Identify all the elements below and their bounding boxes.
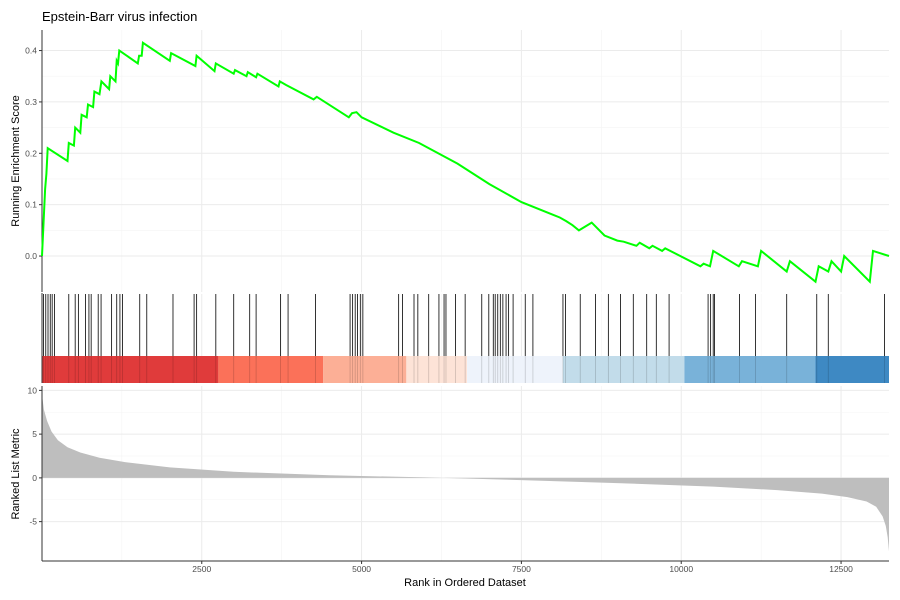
enrichment-y-tick-label: 0.4 — [25, 46, 37, 56]
x-tick-label: 12500 — [829, 564, 853, 574]
enrichment-panel: 0.0 0.1 0.2 0.3 0.4 Running Enrichment Score — [10, 30, 890, 292]
x-axis-label: Rank in Ordered Dataset — [404, 577, 526, 589]
ranked-metric-panel: -5 0 5 10 2500 5000 7500 10000 12500 Ranked Lis… — [10, 385, 889, 589]
ranked-metric-y-tick-label: 5 — [32, 429, 37, 439]
ranked-metric-y-axis-label: Ranked List Metric — [10, 428, 22, 520]
enrichment-y-tick-label: 0.2 — [25, 148, 37, 158]
chart-title: Epstein-Barr virus infection — [42, 9, 197, 24]
x-tick-label: 5000 — [352, 564, 371, 574]
enrichment-y-axis-label: Running Enrichment Score — [10, 95, 22, 226]
enrichment-y-tick-label: 0.0 — [25, 251, 37, 261]
enrichment-grid — [42, 30, 889, 292]
rank-color-segment — [815, 356, 889, 383]
x-tick-label: 2500 — [192, 564, 211, 574]
ranked-metric-area — [42, 394, 889, 552]
gene-hits-panel — [41, 293, 889, 383]
ranked-metric-y-tick-label: 0 — [32, 473, 37, 483]
rank-color-segment — [467, 356, 563, 383]
ranked-metric-y-axis: -5 0 5 10 — [28, 385, 43, 561]
gene-hits-grid — [121, 294, 842, 356]
enrichment-y-tick-label: 0.1 — [25, 200, 37, 210]
rank-color-segment — [218, 356, 324, 383]
enrichment-y-tick-label: 0.3 — [25, 97, 37, 107]
enrichment-score-line — [41, 41, 890, 284]
x-axis: 2500 5000 7500 10000 12500 — [42, 560, 889, 574]
x-tick-label: 10000 — [669, 564, 693, 574]
rank-color-segment — [42, 356, 219, 383]
enrichment-y-axis: 0.0 0.1 0.2 0.3 0.4 — [25, 30, 43, 292]
gene-hit-marks — [43, 294, 885, 356]
rank-color-segment — [562, 356, 685, 383]
rank-color-segment — [406, 356, 468, 383]
ranked-metric-y-tick-label: -5 — [29, 517, 37, 527]
ranked-metric-y-tick-label: 10 — [28, 385, 38, 395]
rank-color-segment — [684, 356, 816, 383]
rank-color-segment — [323, 356, 407, 383]
rank-color-band — [42, 356, 889, 383]
x-tick-label: 7500 — [512, 564, 531, 574]
